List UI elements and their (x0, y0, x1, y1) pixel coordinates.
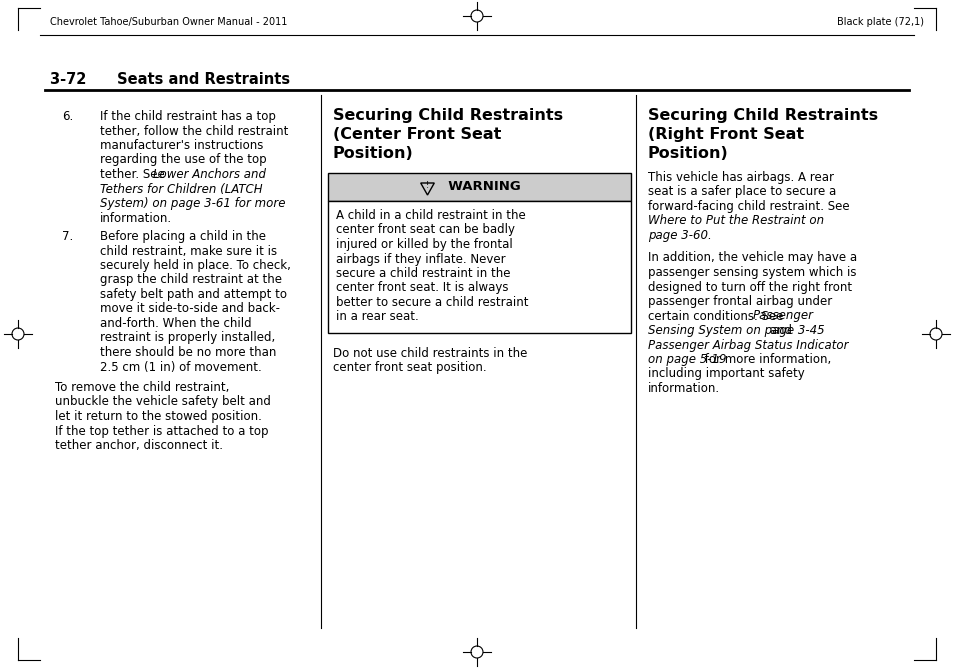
Text: center front seat can be badly: center front seat can be badly (335, 224, 515, 236)
Text: airbags if they inflate. Never: airbags if they inflate. Never (335, 253, 505, 265)
Text: center front seat position.: center front seat position. (333, 361, 486, 375)
Text: page 3-60.: page 3-60. (647, 229, 711, 242)
Text: Position): Position) (333, 146, 414, 161)
Text: If the top tether is attached to a top: If the top tether is attached to a top (55, 424, 268, 438)
Text: and-forth. When the child: and-forth. When the child (100, 317, 252, 330)
Bar (328, 201, 630, 333)
Text: Do not use child restraints in the: Do not use child restraints in the (333, 347, 527, 360)
Text: A child in a child restraint in the: A child in a child restraint in the (335, 209, 525, 222)
Text: tether, follow the child restraint: tether, follow the child restraint (100, 124, 288, 138)
Text: 6.: 6. (62, 110, 73, 123)
Text: 7.: 7. (62, 230, 73, 243)
Text: Position): Position) (647, 146, 728, 161)
Text: In addition, the vehicle may have a: In addition, the vehicle may have a (647, 251, 856, 265)
Text: (Center Front Seat: (Center Front Seat (333, 127, 501, 142)
Text: seat is a safer place to secure a: seat is a safer place to secure a (647, 186, 836, 198)
Text: information.: information. (100, 212, 172, 224)
Text: let it return to the stowed position.: let it return to the stowed position. (55, 410, 262, 423)
Text: This vehicle has airbags. A rear: This vehicle has airbags. A rear (647, 171, 833, 184)
Text: Black plate (72,1): Black plate (72,1) (836, 17, 923, 27)
Text: WARNING: WARNING (438, 180, 519, 194)
Text: manufacturer's instructions: manufacturer's instructions (100, 139, 263, 152)
Text: Tethers for Children (LATCH: Tethers for Children (LATCH (100, 182, 262, 196)
Text: Sensing System on page 3-45: Sensing System on page 3-45 (647, 324, 823, 337)
Text: securely held in place. To check,: securely held in place. To check, (100, 259, 291, 272)
Text: forward-facing child restraint. See: forward-facing child restraint. See (647, 200, 849, 213)
Text: designed to turn off the right front: designed to turn off the right front (647, 281, 851, 293)
Text: Lower Anchors and: Lower Anchors and (152, 168, 266, 181)
Text: center front seat. It is always: center front seat. It is always (335, 281, 508, 295)
Text: Where to Put the Restraint on: Where to Put the Restraint on (647, 214, 823, 228)
Text: Securing Child Restraints: Securing Child Restraints (333, 108, 562, 123)
Text: Passenger Airbag Status Indicator: Passenger Airbag Status Indicator (647, 339, 847, 351)
Text: passenger frontal airbag under: passenger frontal airbag under (647, 295, 831, 308)
Text: regarding the use of the top: regarding the use of the top (100, 154, 266, 166)
Text: injured or killed by the frontal: injured or killed by the frontal (335, 238, 512, 251)
Text: (Right Front Seat: (Right Front Seat (647, 127, 803, 142)
Text: System) on page 3-61 for more: System) on page 3-61 for more (100, 197, 285, 210)
Text: restraint is properly installed,: restraint is properly installed, (100, 331, 275, 345)
Text: Before placing a child in the: Before placing a child in the (100, 230, 266, 243)
Text: certain conditions. See: certain conditions. See (647, 309, 786, 323)
Text: including important safety: including important safety (647, 367, 804, 381)
Text: move it side-to-side and back-: move it side-to-side and back- (100, 303, 280, 315)
Text: in a rear seat.: in a rear seat. (335, 311, 418, 323)
Text: Chevrolet Tahoe/Suburban Owner Manual - 2011: Chevrolet Tahoe/Suburban Owner Manual - … (50, 17, 287, 27)
Text: there should be no more than: there should be no more than (100, 346, 276, 359)
Text: !: ! (425, 182, 429, 190)
Text: tether anchor, disconnect it.: tether anchor, disconnect it. (55, 439, 223, 452)
Text: information.: information. (647, 382, 720, 395)
Text: Passenger: Passenger (752, 309, 813, 323)
Text: If the child restraint has a top: If the child restraint has a top (100, 110, 275, 123)
Text: safety belt path and attempt to: safety belt path and attempt to (100, 288, 287, 301)
Text: tether. See: tether. See (100, 168, 169, 181)
Text: Securing Child Restraints: Securing Child Restraints (647, 108, 877, 123)
Text: To remove the child restraint,: To remove the child restraint, (55, 381, 229, 394)
Text: for more information,: for more information, (700, 353, 830, 366)
Text: 2.5 cm (1 in) of movement.: 2.5 cm (1 in) of movement. (100, 361, 261, 373)
Text: and: and (765, 324, 791, 337)
Text: unbuckle the vehicle safety belt and: unbuckle the vehicle safety belt and (55, 395, 271, 409)
Text: child restraint, make sure it is: child restraint, make sure it is (100, 244, 276, 257)
Text: better to secure a child restraint: better to secure a child restraint (335, 296, 528, 309)
Text: grasp the child restraint at the: grasp the child restraint at the (100, 273, 282, 287)
Bar (328, 173, 630, 201)
Text: 3-72      Seats and Restraints: 3-72 Seats and Restraints (50, 73, 290, 88)
Text: secure a child restraint in the: secure a child restraint in the (335, 267, 510, 280)
Text: on page 5-19: on page 5-19 (647, 353, 726, 366)
Text: passenger sensing system which is: passenger sensing system which is (647, 266, 856, 279)
